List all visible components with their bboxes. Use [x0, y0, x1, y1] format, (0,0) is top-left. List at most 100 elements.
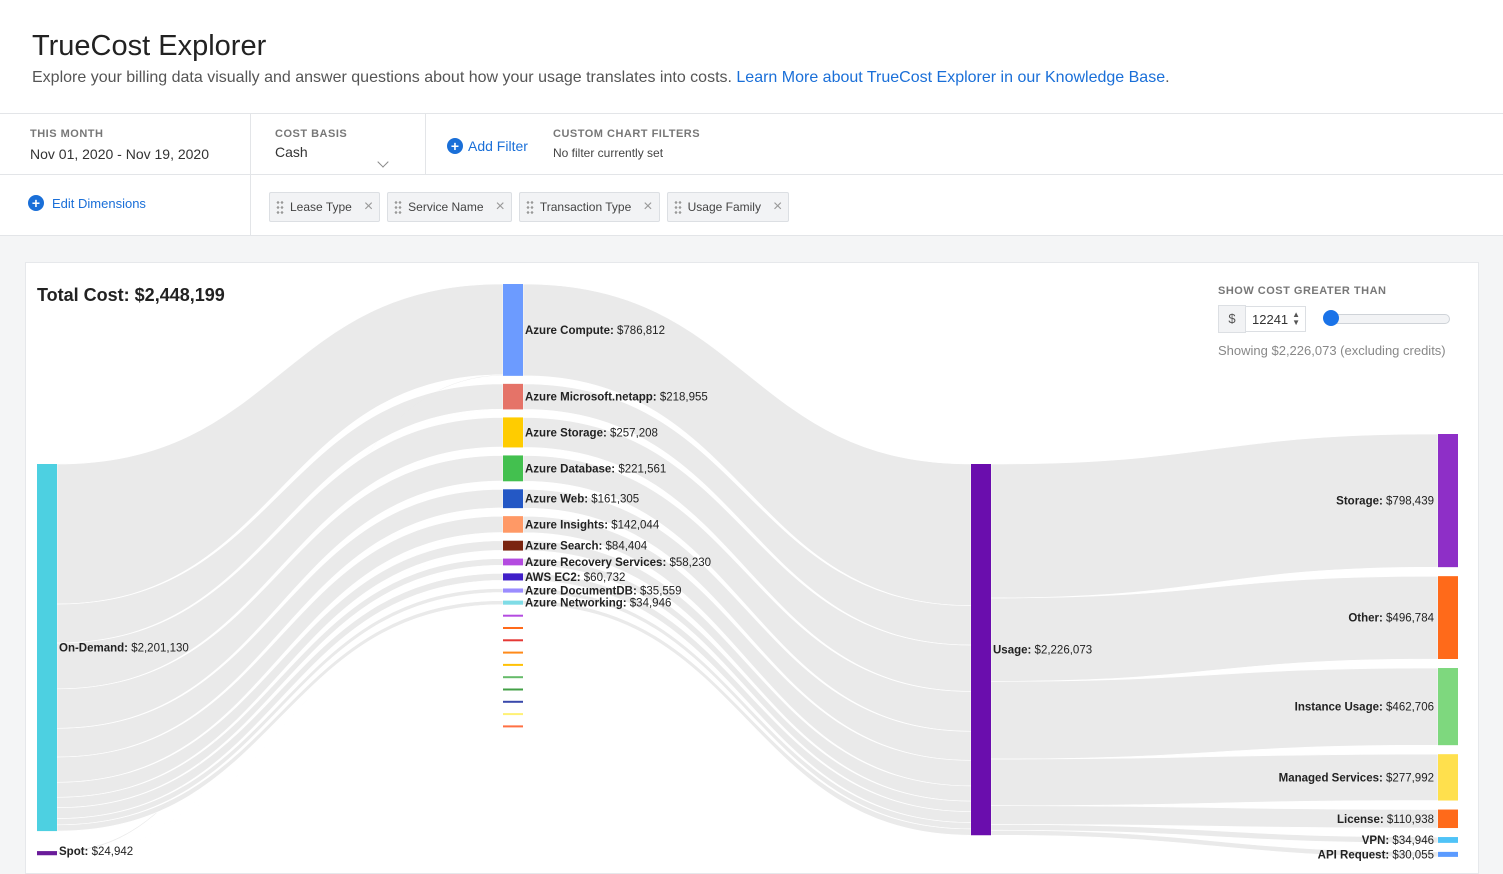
sankey-node	[503, 540, 523, 551]
sankey-node-label: Azure Recovery Services: $58,230	[525, 557, 711, 569]
plus-circle-icon: +	[447, 138, 463, 154]
sankey-minor-node	[503, 614, 523, 617]
sankey-link	[990, 829, 1439, 858]
sankey-node	[503, 383, 523, 410]
drag-handle-icon[interactable]	[276, 200, 284, 214]
sankey-minor-node	[503, 651, 523, 654]
divider	[425, 114, 426, 174]
sankey-node-label: Azure Database: $221,561	[525, 463, 666, 475]
date-range-value: Nov 01, 2020 - Nov 19, 2020	[30, 146, 210, 162]
sankey-node-label: Azure Search: $84,404	[525, 541, 648, 553]
page-subtitle: Explore your billing data visually and a…	[32, 69, 1170, 87]
sankey-node-label: Azure Web: $161,305	[525, 494, 639, 506]
showing-total: Showing $2,226,073 (excluding credits)	[1218, 343, 1446, 358]
sankey-minor-node	[503, 713, 523, 716]
sankey-node-label: VPN: $34,946	[1362, 835, 1434, 847]
currency-prefix: $	[1218, 305, 1246, 333]
knowledge-base-link[interactable]: Learn More about TrueCost Explorer in ou…	[736, 69, 1166, 86]
add-filter-label: Add Filter	[468, 138, 528, 154]
sankey-node-label: Azure Networking: $34,946	[525, 598, 671, 610]
dimension-chip[interactable]: Lease Type ×	[269, 192, 381, 222]
sankey-node-label: Managed Services: $277,992	[1279, 772, 1434, 784]
filter-bar: THIS MONTH Nov 01, 2020 - Nov 19, 2020 C…	[0, 114, 1503, 175]
threshold-slider[interactable]	[1323, 310, 1450, 326]
slider-thumb[interactable]	[1323, 310, 1339, 326]
sankey-node	[503, 455, 523, 482]
sankey-minor-node	[503, 676, 523, 679]
sankey-node-label: License: $110,938	[1337, 814, 1434, 826]
total-cost-value: $2,448,199	[134, 285, 225, 305]
sankey-node-label: On-Demand: $2,201,130	[59, 643, 189, 655]
sankey-node-label: Spot: $24,942	[59, 846, 133, 858]
sankey-link	[56, 592, 504, 856]
sankey-node	[1438, 576, 1458, 660]
sankey-node-label: Storage: $798,439	[1336, 496, 1434, 508]
sankey-node	[503, 573, 523, 581]
cost-basis-select[interactable]: COST BASIS Cash	[275, 128, 395, 168]
sankey-node	[1438, 851, 1458, 857]
chart-panel: Total Cost: $2,448,199 SHOW COST GREATER…	[25, 262, 1479, 874]
threshold-input[interactable]: 12241 ▲ ▼	[1246, 306, 1306, 332]
drag-handle-icon[interactable]	[673, 200, 682, 214]
page-title: TrueCost Explorer	[32, 30, 267, 62]
sankey-minor-node	[503, 639, 523, 642]
sankey-node	[503, 489, 523, 509]
sankey-node	[1438, 668, 1458, 746]
sankey-node	[503, 558, 523, 566]
sankey-node-label: Azure Storage: $257,208	[525, 427, 658, 439]
sankey-node-label: Azure Insights: $142,044	[525, 519, 660, 531]
sankey-node-label: Azure Compute: $786,812	[525, 325, 665, 337]
spinner-icon[interactable]: ▲ ▼	[1292, 310, 1300, 327]
dimension-chips: Lease Type × Service Name × Transaction Ty…	[269, 192, 790, 222]
sankey-minor-node	[503, 725, 523, 728]
sankey-node	[503, 516, 523, 533]
sankey-node-label: API Request: $30,055	[1318, 849, 1434, 861]
sankey-link	[990, 753, 1439, 807]
sankey-node-label: Other: $496,784	[1348, 613, 1434, 625]
sankey-chart: On-Demand: $2,201,130 Spot: $24,942 Azure …	[37, 283, 1458, 861]
sankey-minor-node	[503, 688, 523, 691]
sankey-node	[1438, 434, 1458, 568]
chip-label: Lease Type	[290, 200, 352, 214]
sankey-node-label: Azure DocumentDB: $35,559	[525, 586, 682, 598]
dimensions-bar: + Edit Dimensions Lease Type × Service Na…	[0, 175, 1503, 236]
sankey-node-label: Azure Microsoft.netapp: $218,955	[525, 392, 708, 404]
dimension-chip[interactable]: Usage Family ×	[666, 192, 790, 222]
close-icon[interactable]: ×	[363, 198, 374, 215]
sankey-node	[1438, 837, 1458, 843]
close-icon[interactable]: ×	[495, 198, 505, 215]
cost-threshold-control: SHOW COST GREATER THAN $ 12241 ▲ ▼ Showin…	[1218, 285, 1450, 358]
sankey-node-label: Usage: $2,226,073	[993, 645, 1092, 657]
sankey-node	[971, 464, 991, 836]
dimension-chip[interactable]: Transaction Type ×	[518, 192, 660, 222]
edit-dimensions-button[interactable]: + Edit Dimensions	[28, 195, 146, 211]
sankey-link	[990, 575, 1439, 682]
sankey-links	[56, 283, 1439, 858]
chip-label: Service Name	[408, 200, 484, 214]
date-range-selector[interactable]: THIS MONTH Nov 01, 2020 - Nov 19, 2020	[30, 128, 209, 162]
edit-dimensions-label: Edit Dimensions	[52, 195, 146, 211]
sankey-minor-node	[503, 663, 523, 666]
sankey-node	[1438, 754, 1458, 801]
drag-handle-icon[interactable]	[525, 200, 534, 214]
sankey-node-label: Instance Usage: $462,706	[1295, 702, 1434, 714]
custom-filters-label: CUSTOM CHART FILTERS	[553, 128, 701, 140]
sankey-node	[37, 464, 57, 832]
sankey-minor-node	[503, 700, 523, 703]
sankey-node	[503, 417, 523, 448]
close-icon[interactable]: ×	[772, 198, 783, 215]
sankey-link	[990, 433, 1439, 599]
total-cost-label: Total Cost:	[37, 285, 130, 305]
subtitle-suffix: .	[1165, 69, 1170, 86]
cost-basis-label: COST BASIS	[275, 128, 348, 140]
total-cost: Total Cost: $2,448,199	[37, 285, 225, 306]
add-filter-button[interactable]: + Add Filter	[447, 138, 528, 154]
chip-label: Usage Family	[687, 200, 761, 214]
dimension-chip[interactable]: Service Name ×	[387, 192, 512, 222]
sankey-link	[56, 564, 504, 856]
drag-handle-icon[interactable]	[394, 200, 403, 214]
chip-label: Transaction Type	[539, 200, 632, 214]
sankey-link	[56, 550, 504, 856]
close-icon[interactable]: ×	[643, 198, 653, 215]
cost-basis-value: Cash	[275, 144, 308, 160]
